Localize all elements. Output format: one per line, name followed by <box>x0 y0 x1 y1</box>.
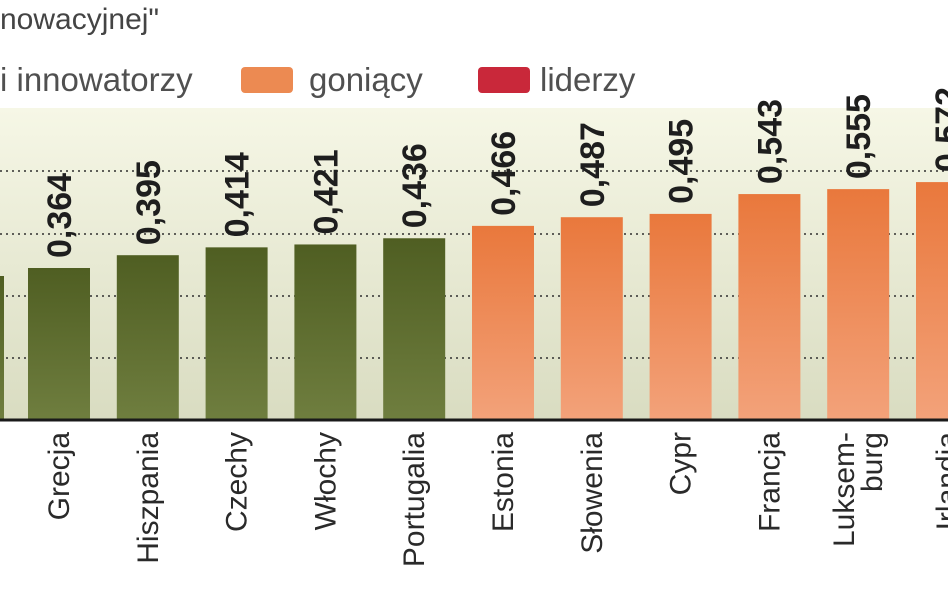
bar-4 <box>383 238 446 420</box>
bar-9 <box>827 189 890 420</box>
value-label-1: 0,395 <box>130 160 168 245</box>
value-label-5: 0,466 <box>485 131 523 216</box>
bar-1 <box>116 255 179 420</box>
category-label-9: Luksem-burg <box>828 432 889 547</box>
bar-2 <box>205 247 268 420</box>
category-label-4: Portugalia <box>398 432 431 567</box>
value-label-0: 0,364 <box>41 173 79 258</box>
bar-10 <box>916 182 948 420</box>
category-label-2: Czechy <box>221 432 254 532</box>
category-label-6: Słowenia <box>576 432 609 554</box>
value-label-7: 0,495 <box>663 119 701 204</box>
chart-title-fragment: nowacyjnej" <box>0 3 160 36</box>
bar-partial-left <box>0 276 4 420</box>
value-label-9: 0,555 <box>840 94 878 179</box>
category-label-7: Cypr <box>665 432 698 495</box>
legend-swatch-goniacy <box>241 67 293 93</box>
legend-label-goniacy: goniący <box>309 61 423 98</box>
category-label-0: Grecja <box>43 432 76 521</box>
value-label-8: 0,543 <box>751 99 789 184</box>
bar-7 <box>649 213 712 420</box>
category-label-1: Hiszpania <box>132 432 165 564</box>
legend-label-innowatorzy: i innowatorzy <box>0 61 193 98</box>
bar-0 <box>28 268 90 420</box>
category-label-3: Włochy <box>309 432 342 530</box>
value-label-3: 0,421 <box>307 149 345 234</box>
value-label-6: 0,487 <box>574 122 612 207</box>
value-label-4: 0,436 <box>396 143 434 228</box>
bar-3 <box>294 244 357 420</box>
category-label-5: Estonia <box>487 432 520 532</box>
legend-swatch-liderzy <box>478 67 530 93</box>
bar-5 <box>472 225 534 420</box>
bar-8 <box>738 194 801 420</box>
value-label-10: 0,572 <box>929 87 948 172</box>
category-label-10: Irlandia <box>931 432 948 531</box>
legend-label-liderzy: liderzy <box>540 61 636 98</box>
value-label-2: 0,414 <box>219 152 257 237</box>
category-label-8: Francja <box>753 432 786 532</box>
bar-6 <box>560 217 623 420</box>
